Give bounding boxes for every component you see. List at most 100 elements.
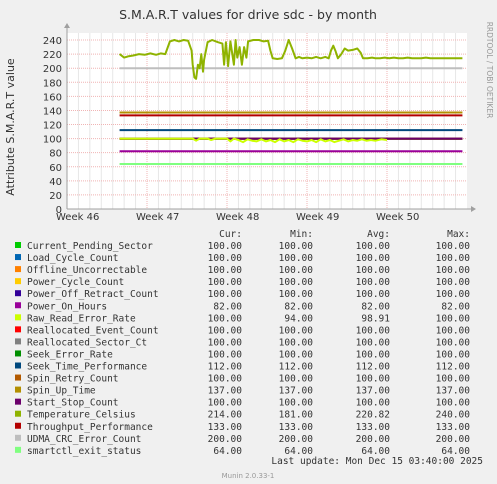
legend-header-avg: Avg: — [367, 229, 390, 240]
legend-value-avg: 133.00 — [356, 422, 391, 433]
y-tick-labels: 0 20 40 60 80 100 120 140 160 180 200 220 240 — [43, 36, 62, 216]
plot-area — [67, 33, 467, 209]
legend-label-reallocated-event-count: Reallocated_Event_Count — [27, 325, 159, 336]
legend-header-max: Max: — [447, 229, 470, 240]
rrdtool-credit: RRDTOOL / TOBI OETIKER — [485, 22, 494, 119]
legend-swatch-throughput-performance — [15, 422, 21, 429]
legend-value-cur: 200.00 — [208, 434, 243, 445]
legend-label-throughput-performance: Throughput_Performance — [27, 422, 153, 433]
legend-value-avg: 100.00 — [356, 337, 391, 348]
legend-swatch-power-cycle-count — [15, 278, 21, 285]
legend-swatch-reallocated-event-count — [15, 326, 21, 333]
legend-swatch-smartctl-exit-status — [15, 446, 21, 453]
legend-label-power-on-hours: Power_On_Hours — [27, 301, 107, 312]
legend-label-seek-time-performance: Seek_Time_Performance — [27, 362, 147, 373]
grid — [66, 33, 467, 210]
legend-swatch-spin-up-time — [15, 386, 21, 393]
legend-value-cur: 100.00 — [208, 241, 243, 252]
legend-swatch-temperature-celsius — [15, 410, 21, 417]
legend-swatch-current-pending-sector — [15, 242, 21, 248]
legend-value-avg: 98.91 — [361, 313, 390, 324]
legend-value-cur: 112.00 — [208, 362, 243, 373]
last-update-text: Last update: Mon Dec 15 03:40:00 2025 — [271, 456, 483, 467]
legend-value-min: 137.00 — [279, 386, 314, 397]
legend-value-min: 100.00 — [279, 241, 314, 252]
legend-value-cur: 100.00 — [208, 289, 243, 300]
y-axis-label: Attribute S.M.A.R.T value — [4, 58, 17, 196]
legend-swatch-raw-read-error-rate — [15, 314, 21, 321]
legend-label-raw-read-error-rate: Raw_Read_Error_Rate — [27, 313, 136, 324]
legend-value-max: 100.00 — [436, 349, 471, 360]
legend-label-reallocated-sector-ct: Reallocated_Sector_Ct — [27, 337, 147, 348]
legend-value-avg: 100.00 — [356, 253, 391, 264]
legend-value-cur: 100.00 — [208, 325, 243, 336]
legend-header-min: Min: — [290, 229, 313, 240]
legend-value-avg: 100.00 — [356, 277, 391, 288]
y-tick-label: 0 — [56, 205, 62, 216]
legend-value-max: 100.00 — [436, 337, 471, 348]
legend-value-avg: 82.00 — [361, 301, 390, 312]
legend-value-cur: 100.00 — [208, 313, 243, 324]
legend-swatch-reallocated-sector-ct — [15, 338, 21, 345]
legend-swatch-power-off-retract-count — [15, 290, 21, 297]
legend-label-spin-up-time: Spin_Up_Time — [27, 386, 96, 397]
legend-value-max: 100.00 — [436, 265, 471, 276]
y-tick-label: 60 — [49, 163, 62, 174]
y-tick-label: 180 — [43, 78, 62, 89]
x-tick-labels: Week 46 Week 47 Week 48 Week 49 Week 50 — [56, 212, 419, 223]
legend-value-avg: 100.00 — [356, 374, 391, 385]
legend-header-cur: Cur: — [219, 229, 242, 240]
x-tick-label: Week 49 — [296, 212, 339, 223]
legend-value-cur: 137.00 — [208, 386, 243, 397]
legend-label-offline-uncorrectable: Offline_Uncorrectable — [27, 265, 147, 276]
legend-swatch-start-stop-count — [15, 398, 21, 405]
legend-value-avg: 100.00 — [356, 349, 391, 360]
legend-value-avg: 112.00 — [356, 362, 391, 373]
axes — [64, 23, 476, 212]
legend-value-avg: 220.82 — [356, 410, 390, 421]
legend-label-spin-retry-count: Spin_Retry_Count — [27, 374, 119, 385]
legend-value-min: 100.00 — [279, 277, 314, 288]
legend-value-avg: 100.00 — [356, 265, 391, 276]
y-tick-label: 160 — [43, 92, 62, 103]
y-tick-label: 120 — [43, 121, 62, 132]
y-tick-label: 40 — [49, 177, 62, 188]
legend-value-min: 100.00 — [279, 337, 314, 348]
legend-value-cur: 64.00 — [213, 446, 242, 457]
legend-label-power-off-retract-count: Power_Off_Retract_Count — [27, 289, 159, 300]
legend-value-cur: 100.00 — [208, 398, 243, 409]
legend-value-avg: 100.00 — [356, 241, 391, 252]
legend-value-cur: 100.00 — [208, 253, 243, 264]
x-axis-arrow — [471, 206, 476, 212]
legend-value-min: 181.00 — [279, 410, 314, 421]
legend-value-min: 100.00 — [279, 265, 314, 276]
legend-value-min: 133.00 — [279, 422, 314, 433]
series-line-raw-read-error-rate — [119, 137, 388, 144]
legend: Current_Pending_Sector 100.00 100.00 100.00… — [15, 241, 470, 457]
legend-value-cur: 214.00 — [208, 410, 243, 421]
legend-value-max: 100.00 — [436, 374, 471, 385]
legend-value-avg: 64.00 — [361, 446, 390, 457]
legend-swatch-power-on-hours — [15, 302, 21, 309]
munin-version: Munin 2.0.33-1 — [222, 472, 275, 480]
x-tick-label: Week 47 — [136, 212, 179, 223]
y-tick-label: 240 — [43, 36, 62, 47]
chart-title: S.M.A.R.T values for drive sdc - by mont… — [119, 7, 377, 22]
legend-label-smartctl-exit-status: smartctl_exit_status — [27, 446, 141, 457]
legend-value-max: 100.00 — [436, 289, 471, 300]
legend-swatch-load-cycle-count — [15, 254, 21, 261]
legend-label-seek-error-rate: Seek_Error_Rate — [27, 349, 113, 360]
legend-value-min: 112.00 — [279, 362, 314, 373]
legend-label-start-stop-count: Start_Stop_Count — [27, 398, 119, 409]
legend-value-max: 64.00 — [441, 446, 470, 457]
legend-swatch-seek-time-performance — [15, 362, 21, 369]
legend-value-max: 240.00 — [436, 410, 471, 421]
legend-value-avg: 137.00 — [356, 386, 391, 397]
legend-value-cur: 100.00 — [208, 374, 243, 385]
y-tick-label: 20 — [49, 191, 62, 202]
legend-value-min: 200.00 — [279, 434, 314, 445]
y-tick-label: 200 — [43, 64, 62, 75]
x-tick-label: Week 50 — [376, 212, 419, 223]
legend-value-cur: 133.00 — [208, 422, 243, 433]
legend-value-avg: 100.00 — [356, 325, 391, 336]
